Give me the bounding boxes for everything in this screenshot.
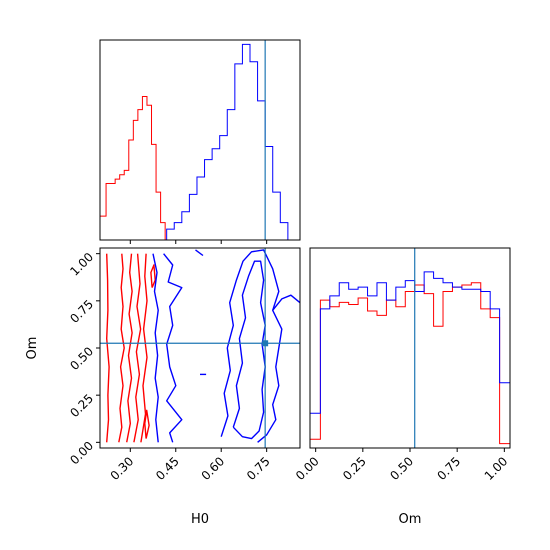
om-axis-tick-label: 0.00 [67, 439, 96, 468]
contour-line-red [133, 253, 142, 443]
om-y-axis-label: Om [25, 337, 40, 360]
contour-line-blue [232, 260, 266, 440]
om-axis-tick-label: 0.75 [67, 297, 96, 326]
contour-line-red [118, 253, 125, 443]
contours-blue-series [152, 249, 300, 443]
h0-axis-label: H0 [191, 512, 209, 527]
om-marginal-histogram-panel: 0.00 0.25 0.50 0.75 1.00 [293, 247, 511, 483]
contour-line-blue [195, 249, 204, 257]
contour-line-red [126, 253, 133, 443]
contour-line-red [144, 409, 150, 439]
om-histogram-blue-series [310, 271, 510, 448]
om-histogram-tick-label: 0.50 [387, 454, 416, 483]
contour-x-ticks: 0.30 0.45 0.60 0.75 [108, 448, 273, 483]
om-histogram-frame [309, 247, 511, 449]
contour-line-red [150, 264, 156, 288]
h0-axis-tick-label: 0.75 [244, 454, 273, 483]
om-histogram-tick-label: 1.00 [482, 454, 511, 483]
h0-histogram-red-series [100, 96, 170, 240]
h0-axis-tick-label: 0.30 [108, 454, 137, 483]
h0-axis-tick-label: 0.60 [199, 454, 228, 483]
contour-truth-marker [262, 340, 269, 347]
om-axis-label: Om [399, 512, 422, 527]
om-histogram-red-series [310, 282, 510, 448]
contour-line-blue [152, 253, 159, 443]
om-histogram-tick-label: 0.00 [293, 454, 322, 483]
contour-line-blue [163, 253, 183, 443]
contours-red-series [106, 253, 156, 443]
h0-om-contour-panel: 0.30 0.45 0.60 0.75 0.00 0.25 0.50 0.75 1.00 [67, 247, 301, 483]
contour-line-blue [272, 294, 300, 311]
contour-line-blue [220, 249, 283, 443]
om-histogram-tick-label: 0.25 [340, 454, 369, 483]
h0-marginal-histogram-panel [99, 39, 301, 244]
h0-histogram-frame [99, 39, 301, 241]
om-histogram-tick-label: 0.75 [434, 454, 463, 483]
om-histogram-x-ticks: 0.00 0.25 0.50 0.75 1.00 [293, 448, 510, 483]
om-axis-tick-label: 1.00 [67, 250, 96, 279]
h0-histogram-ticks [129, 240, 268, 244]
h0-histogram-blue-series [100, 43, 300, 240]
om-axis-tick-label: 0.50 [67, 344, 96, 373]
om-axis-tick-label: 0.25 [67, 391, 96, 420]
contour-y-ticks: 0.00 0.25 0.50 0.75 1.00 [67, 250, 100, 467]
h0-axis-tick-label: 0.45 [153, 454, 182, 483]
contour-line-red [106, 253, 110, 443]
